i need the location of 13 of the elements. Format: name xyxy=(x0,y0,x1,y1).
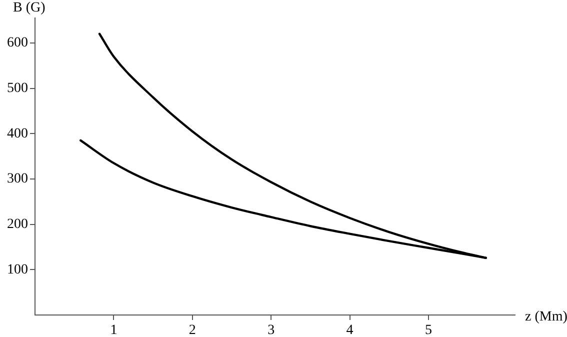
y-tick-label: 400 xyxy=(7,126,28,142)
y-tick-label: 200 xyxy=(7,216,28,232)
x-tick-label: 4 xyxy=(346,323,354,337)
y-tick-label: 100 xyxy=(7,262,28,278)
x-tick-label: 1 xyxy=(110,323,118,337)
y-axis-title: B (G) xyxy=(13,0,46,16)
y-tick-label: 500 xyxy=(7,80,28,96)
x-tick-label: 2 xyxy=(188,323,196,337)
x-axis-title: z (Mm) xyxy=(525,310,567,325)
x-tick-label: 3 xyxy=(268,323,275,337)
y-tick-label: 600 xyxy=(7,36,28,51)
y-tick-label: 300 xyxy=(7,172,28,187)
x-tick-label: 5 xyxy=(424,323,432,337)
